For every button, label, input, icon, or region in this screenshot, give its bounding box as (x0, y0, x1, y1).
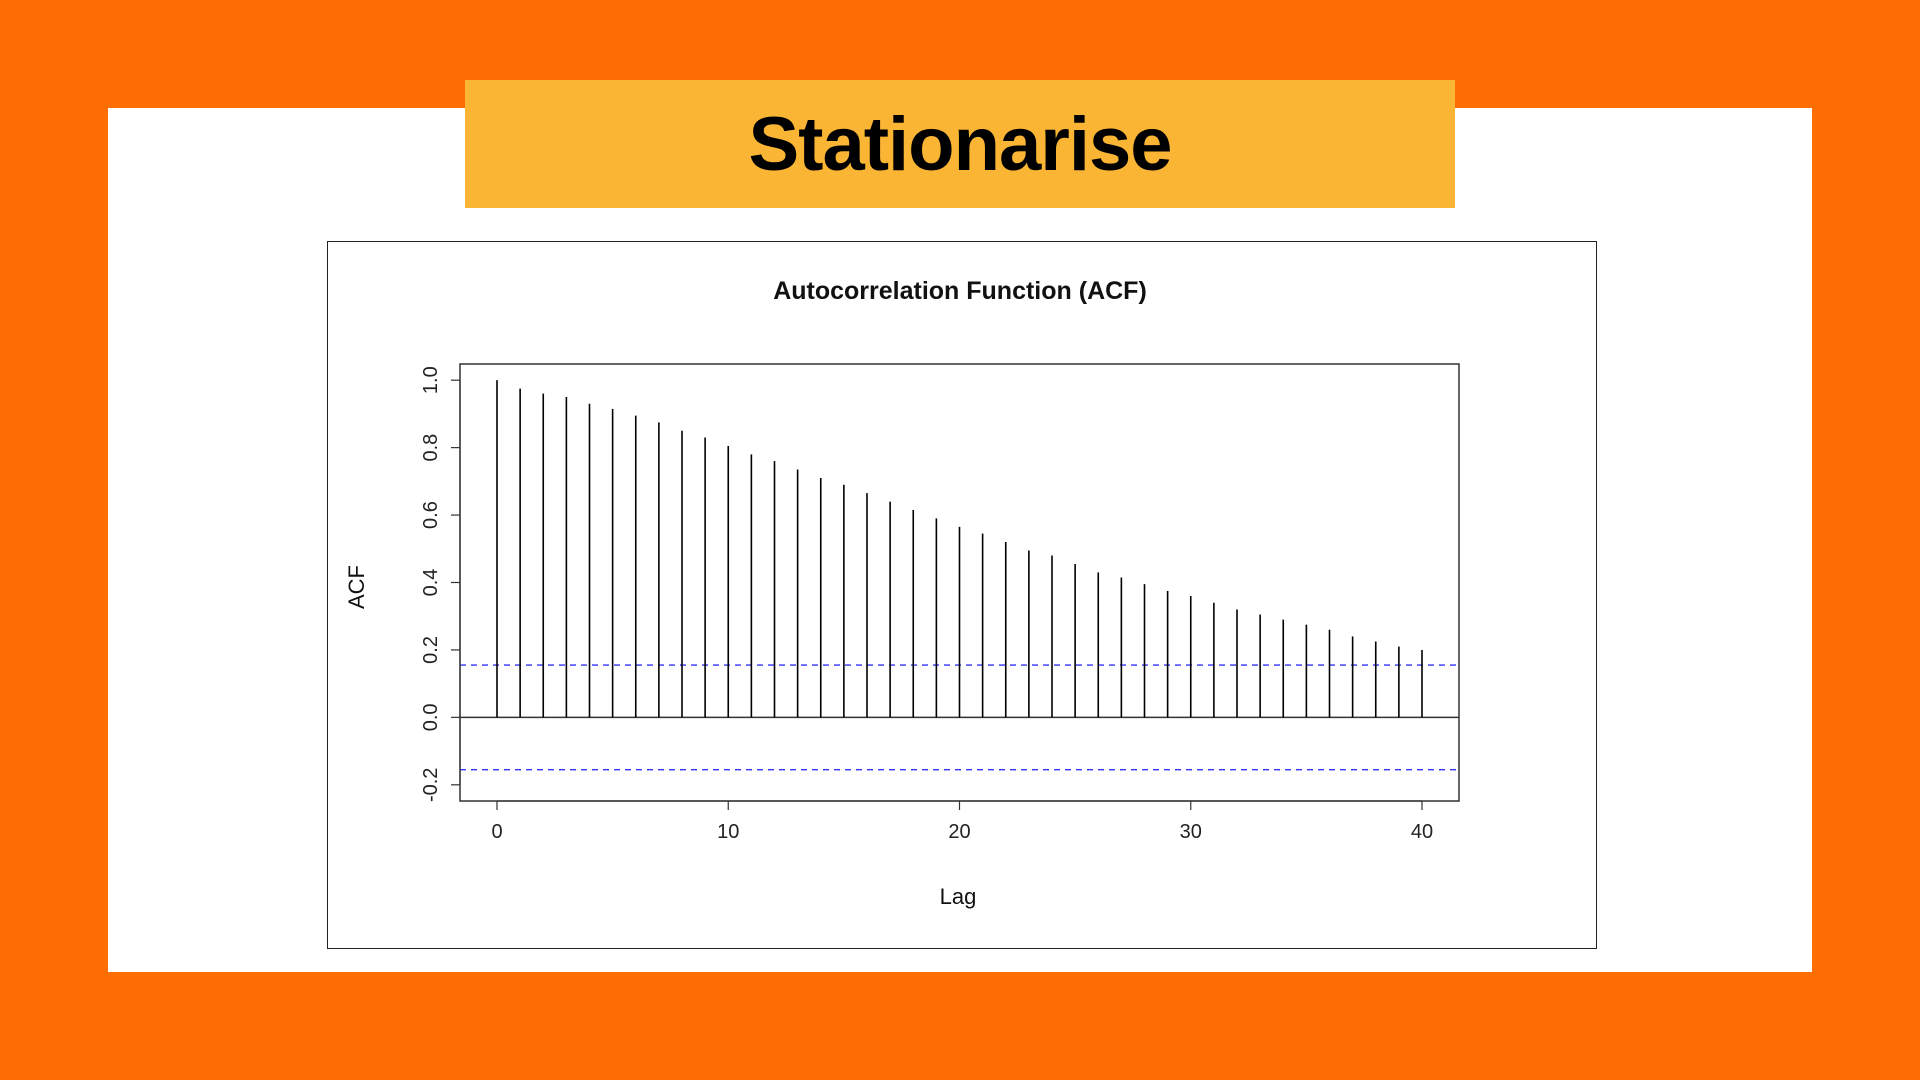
y-tick-label: 0.0 (420, 703, 442, 731)
acf-chart: Autocorrelation Function (ACF) Lag ACF 0… (344, 277, 1460, 909)
title-banner: Stationarise (465, 80, 1455, 208)
x-tick-label: 10 (717, 821, 739, 843)
y-tick-label: -0.2 (420, 768, 442, 802)
y-tick-label: 0.2 (420, 636, 442, 664)
x-axis-label: Lag (940, 884, 977, 909)
y-axis-label: ACF (344, 565, 369, 609)
x-tick-label: 0 (491, 821, 502, 843)
marks-layer: 0 10 20 30 40 -0.2 0.0 0.2 0.4 0.6 0.8 1.0 (420, 366, 1459, 843)
chart-title: Autocorrelation Function (ACF) (773, 277, 1147, 305)
y-tick-label: 0.4 (420, 569, 442, 597)
chart-frame: Autocorrelation Function (ACF) Lag ACF 0… (327, 241, 1597, 949)
y-tick-label: 0.6 (420, 501, 442, 529)
x-tick-label: 30 (1180, 821, 1202, 843)
y-tick-label: 1.0 (420, 366, 442, 394)
x-tick-label: 20 (948, 821, 970, 843)
slide-title: Stationarise (748, 101, 1172, 187)
y-tick-label: 0.8 (420, 434, 442, 462)
x-tick-label: 40 (1411, 821, 1433, 843)
